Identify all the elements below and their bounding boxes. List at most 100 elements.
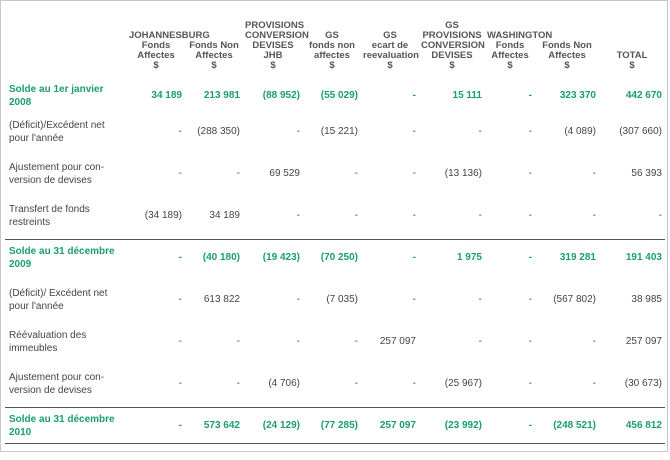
table-cell: (30 673) [624, 378, 662, 389]
column-header-line: Fonds [141, 40, 171, 51]
row-label-line: Solde au 1er janvier [9, 84, 104, 95]
column-header-line: $ [153, 60, 159, 71]
table-cell: - [178, 168, 182, 179]
table-cell: - [528, 336, 532, 347]
table-cell: - [485, 238, 535, 281]
column-header-line: GS [383, 30, 397, 41]
column-header-line: JOHANNESBURG [129, 30, 210, 41]
column-header-line: PROVISIONS [245, 20, 305, 31]
table-cell: (23 992) [419, 406, 485, 444]
table-row: Solde au 31 décembre 2010-573 642 (24 129)… [5, 406, 665, 444]
table-cell: - [178, 378, 182, 389]
table-cell: 323 370 [559, 90, 596, 101]
column-header-line: $ [507, 60, 513, 71]
table-cell: - [361, 238, 419, 281]
table-cell: - [354, 378, 358, 389]
column-header-line: WASHINGTON [487, 30, 553, 41]
table-cell: - [485, 406, 535, 444]
row-label-line: version de devises [9, 175, 92, 186]
table-cell: 257 097 [625, 336, 662, 347]
table-cell: - [296, 126, 300, 137]
column-header-wash_non_affectes: Fonds Non Affectes $ [535, 13, 599, 77]
table-cell: - [528, 294, 532, 305]
column-header-line: PROVISIONS [422, 30, 482, 41]
table-cell: 257 097 [361, 406, 419, 444]
table-cell: 213 981 [203, 90, 240, 101]
column-header-line: $ [211, 60, 217, 71]
row-label-line: Transfert de fonds [9, 204, 90, 215]
table-cell: (70 250) [303, 238, 361, 281]
table-cell: (15 221) [320, 126, 358, 137]
table-cell: - [412, 378, 416, 389]
column-header-line: DEVISES [252, 40, 294, 51]
column-header-line: reevaluation [363, 50, 419, 61]
table-cell: - [478, 126, 482, 137]
column-header-jhb_non_affectes: Fonds Non Affectes $ [185, 13, 243, 77]
row-label: Ajustement pour con-version de devises [5, 155, 127, 197]
column-header-line: affectes [314, 50, 350, 61]
table-cell: (55 029) [320, 90, 358, 101]
row-label: Solde au 31 décembre 2009 [5, 238, 127, 281]
row-label-line: Solde au 31 décembre [9, 245, 115, 257]
table-row: Solde au 1er janvier 2008 34 189 213 981 (88… [5, 77, 665, 113]
column-header-label [5, 13, 127, 77]
row-label-line: 2009 [9, 258, 32, 270]
table-cell: - [592, 336, 596, 347]
table-cell: - [412, 90, 416, 101]
table-cell: 34 189 [209, 210, 240, 221]
table-cell: 15 111 [452, 90, 482, 101]
table-cell: 191 403 [599, 238, 665, 281]
table-cell: (4 706) [268, 378, 300, 389]
row-label-line: (Déficit)/Excédent net [9, 120, 105, 131]
column-header-line: $ [387, 60, 393, 71]
table-cell: 56 393 [631, 168, 662, 179]
row-label: Solde au 31 décembre 2010 [5, 406, 127, 444]
header-row: JOHANNESBURG Fonds Affectes $ Fonds Non Affe… [5, 13, 665, 77]
table-cell: 613 822 [203, 294, 240, 305]
table-cell: - [528, 126, 532, 137]
column-header-prov_conv_jhb: PROVISIONS CONVERSION DEVISES JHB $ [243, 13, 309, 77]
table-cell: (77 285) [303, 406, 361, 444]
table-cell: 38 985 [631, 294, 662, 305]
row-label-line: 2010 [9, 426, 32, 438]
table-cell: - [236, 168, 240, 179]
column-header-line: fonds non [309, 40, 355, 51]
column-header-line: GS [445, 20, 459, 31]
table-cell: - [178, 294, 182, 305]
column-header-line: $ [329, 60, 335, 71]
row-label-line: pour l'année [9, 133, 64, 144]
table-cell: 69 529 [269, 168, 300, 179]
table-cell: - [528, 168, 532, 179]
column-header-gs_prov_conv: GS PROVISIONS CONVERSION DEVISES $ [419, 13, 485, 77]
column-header-wash_affectes: WASHINGTON Fonds Affectes $ [485, 13, 553, 77]
table-cell: (307 660) [619, 126, 662, 137]
column-header-line: ecart de [371, 40, 409, 51]
row-label-line: version de devises [9, 385, 92, 396]
column-header-line: Affectes [137, 50, 175, 61]
column-header-line: $ [449, 60, 455, 71]
table-cell: (567 802) [553, 294, 596, 305]
column-header-jhb_affectes: JOHANNESBURG Fonds Affectes $ [127, 13, 210, 77]
table-cell: - [592, 168, 596, 179]
row-label-line: restreints [9, 217, 51, 228]
table-cell: - [296, 336, 300, 347]
table-cell: - [296, 210, 300, 221]
row-label-line: Solde au 31 décembre [9, 413, 115, 425]
table-row: (Déficit)/Excédent net pour l'année - (288 … [5, 113, 665, 155]
table-cell: (34 189) [144, 210, 182, 221]
row-label-line: 2008 [9, 97, 32, 108]
row-label-line: immeubles [9, 343, 58, 354]
column-header-line: Fonds Non [542, 40, 592, 51]
row-label-line: Réévaluation des [9, 330, 87, 341]
table-cell: - [478, 294, 482, 305]
row-label-line: Ajustement pour con- [9, 372, 105, 383]
column-header-line: $ [564, 60, 570, 71]
table-cell: - [412, 126, 416, 137]
table-cell: 319 281 [535, 238, 599, 281]
row-label: (Déficit)/ Excédent net pour l'année [5, 281, 127, 323]
row-label: Transfert de fonds restreints [5, 197, 127, 239]
column-header-line: JHB [263, 50, 283, 61]
table-cell: - [236, 378, 240, 389]
table-cell: - [478, 336, 482, 347]
table-cell: 257 097 [379, 336, 416, 347]
